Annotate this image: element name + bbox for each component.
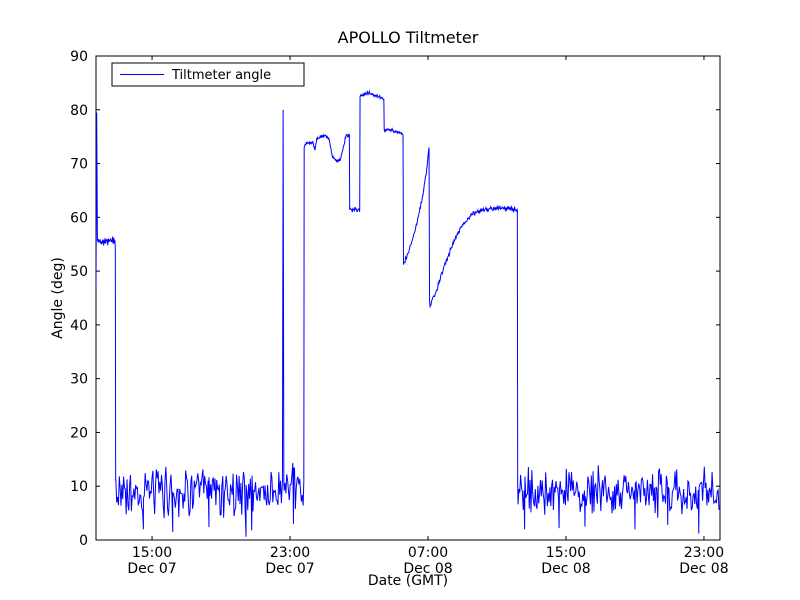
x-tick-time-label: 07:00 <box>408 545 448 561</box>
y-tick-label: 50 <box>70 264 88 280</box>
x-tick-date-label: Dec 08 <box>541 561 590 577</box>
x-tick-date-label: Dec 08 <box>679 561 728 577</box>
x-tick-time-label: 15:00 <box>546 545 586 561</box>
y-tick-label: 60 <box>70 210 88 226</box>
chart-title: APOLLO Tiltmeter <box>338 28 479 47</box>
y-tick-label: 80 <box>70 103 88 119</box>
tiltmeter-angle-series <box>96 89 720 537</box>
x-tick-time-label: 23:00 <box>684 545 724 561</box>
x-tick-date-label: Dec 08 <box>403 561 452 577</box>
legend-box <box>111 62 305 87</box>
axes-frame <box>95 55 721 541</box>
legend: Tiltmeter angle <box>111 62 305 87</box>
x-tick-date-label: Dec 07 <box>265 561 314 577</box>
y-tick-label: 0 <box>79 533 88 549</box>
x-axis-label: Date (GMT) <box>368 573 448 589</box>
x-tick-time-label: 15:00 <box>132 545 172 561</box>
x-tick-date-label: Dec 07 <box>127 561 176 577</box>
y-tick-label: 20 <box>70 425 88 441</box>
y-tick-label: 40 <box>70 318 88 334</box>
y-axis-label: Angle (deg) <box>50 257 66 339</box>
y-tick-label: 10 <box>70 479 88 495</box>
y-tick-label: 70 <box>70 157 88 173</box>
y-tick-label: 30 <box>70 372 88 388</box>
x-tick-time-label: 23:00 <box>270 545 310 561</box>
y-tick-label: 90 <box>70 49 88 65</box>
legend-label: Tiltmeter angle <box>171 68 271 83</box>
